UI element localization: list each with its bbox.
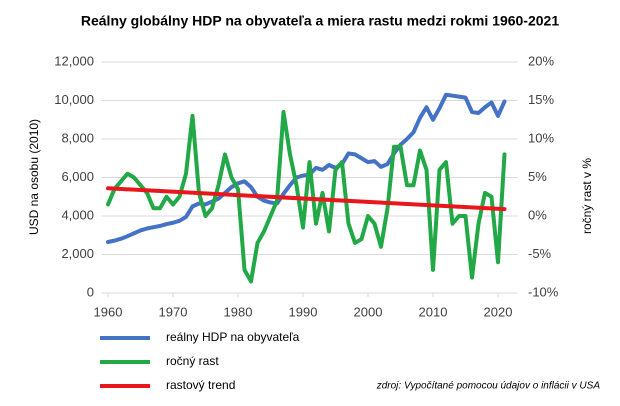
y-tick-label: 4,000: [61, 207, 94, 222]
y-tick-label: 10,000: [54, 92, 94, 107]
y-axis-title: USD na osobu (2010): [27, 119, 41, 235]
y-tick-label: 8,000: [61, 130, 94, 145]
x-tick-label: 2010: [419, 304, 448, 319]
y2-tick-label: 20%: [528, 53, 554, 68]
legend-label: reálny HDP na obyvateľa: [166, 330, 300, 344]
y2-tick-label: -5%: [528, 246, 552, 261]
y2-tick-label: 5%: [528, 169, 547, 184]
x-tick-label: 2020: [484, 304, 513, 319]
y-tick-label: 0: [87, 284, 94, 299]
series-line: [106, 110, 507, 284]
source-note: zdroj: Vypočítané pomocou údajov o inflá…: [376, 381, 601, 392]
legend-label: rastový trend: [166, 378, 235, 392]
x-tick-label: 1960: [94, 304, 123, 319]
y2-axis-title: ročný rast v %: [580, 158, 594, 234]
y-tick-label: 12,000: [54, 53, 94, 68]
y2-tick-label: 10%: [528, 130, 554, 145]
y-tick-label: 2,000: [61, 246, 94, 261]
y2-tick-label: 15%: [528, 92, 554, 107]
y2-tick-label: 0%: [528, 207, 547, 222]
chart-title: Reálny globálny HDP na obyvateľa a miera…: [81, 13, 559, 29]
x-tick-label: 1980: [224, 304, 253, 319]
legend-label: ročný rast: [166, 354, 219, 368]
x-tick-label: 2000: [354, 304, 383, 319]
y2-tick-label: -10%: [528, 284, 559, 299]
x-tick-label: 1970: [159, 304, 188, 319]
x-tick-label: 1990: [289, 304, 318, 319]
y-tick-label: 6,000: [61, 169, 94, 184]
series-line: [106, 186, 507, 212]
